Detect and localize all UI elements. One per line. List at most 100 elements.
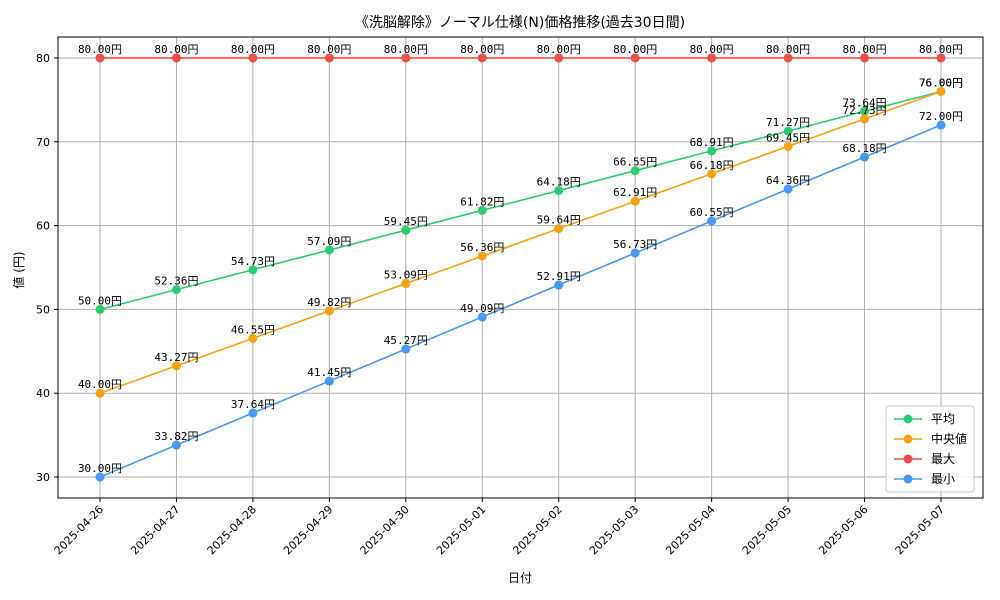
data-label: 53.09円 [384,269,428,282]
x-tick-label: 2025-05-07 [893,503,947,557]
series-平均: 50.00円 52.36円 54.73円 57.09円 59.45円 61.82円 64.1… [78,76,963,314]
data-point [936,86,946,96]
x-tick-label: 2025-05-06 [816,503,870,557]
data-label: 49.82円 [307,296,351,309]
series-line [99,90,942,311]
data-label: 66.18円 [690,159,734,172]
data-point [401,279,411,289]
data-point [860,152,870,162]
data-point [783,141,793,151]
data-point [860,53,870,63]
data-label: 56.73円 [613,238,657,251]
data-point [630,53,640,63]
data-point [248,265,258,275]
legend-label: 平均 [931,412,955,426]
data-point [630,166,640,176]
series-line [99,90,942,394]
data-label: 69.45円 [766,131,810,144]
data-label: 50.00円 [78,294,122,307]
data-label: 61.82円 [460,195,504,208]
data-label: 68.91円 [690,136,734,149]
data-point [401,225,411,235]
data-label: 40.00円 [78,378,122,391]
data-label: 57.09円 [307,235,351,248]
data-point [401,344,411,354]
data-point [783,126,793,136]
legend-marker [903,454,913,464]
data-point [554,53,564,63]
data-label: 80.00円 [154,43,198,56]
y-tick-label: 70 [36,136,50,149]
data-point [477,53,487,63]
data-label: 64.36円 [766,174,810,187]
data-point [707,146,717,156]
data-label: 80.00円 [842,43,886,56]
data-point [783,53,793,63]
data-point [95,472,105,482]
data-label: 68.18円 [842,142,886,155]
series-中央値: 40.00円 43.27円 46.55円 49.82円 53.09円 56.36円 59.6… [78,76,963,398]
legend-marker [903,474,913,484]
x-tick-label: 2025-05-02 [510,503,564,557]
legend-label: 最小 [931,472,955,486]
data-label: 80.00円 [919,43,963,56]
data-label: 30.00円 [78,462,122,475]
y-tick-label: 60 [36,220,50,233]
data-point [324,376,334,386]
data-point [936,120,946,130]
data-point [554,224,564,234]
data-label: 71.27円 [766,116,810,129]
legend-marker [903,434,913,444]
x-tick-label: 2025-04-30 [358,503,412,557]
data-point [554,186,564,196]
data-point [95,304,105,314]
data-label: 49.09円 [460,302,504,315]
data-point [171,53,181,63]
chart-title: 《洗脳解除》ノーマル仕様(N)価格推移(過去30日間) [355,15,685,31]
series-最大: 80.00円 80.00円 80.00円 80.00円 80.00円 80.00円 80.0… [78,43,963,63]
y-tick-label: 40 [36,387,50,400]
data-point [401,53,411,63]
data-label: 59.45円 [384,215,428,228]
data-point [783,184,793,194]
data-label: 72.73円 [842,104,886,117]
data-label: 59.64円 [537,214,581,227]
data-label: 54.73円 [231,255,275,268]
x-tick-label: 2025-05-03 [587,503,641,557]
y-axis-ticks: 30 40 50 60 70 80 [36,52,58,484]
data-label: 45.27円 [384,334,428,347]
data-label: 80.00円 [766,43,810,56]
x-tick-label: 2025-05-01 [434,503,488,557]
data-point [171,440,181,450]
data-label: 62.91円 [613,186,657,199]
data-label: 80.00円 [384,43,428,56]
x-tick-label: 2025-04-27 [128,503,182,557]
x-tick-label: 2025-05-05 [740,503,794,557]
data-point [630,196,640,206]
y-tick-label: 80 [36,52,50,65]
data-label: 52.36円 [154,275,198,288]
data-point [171,285,181,295]
data-point [860,114,870,124]
data-point [554,280,564,290]
data-label: 52.91円 [537,270,581,283]
legend-label: 中央値 [931,431,967,446]
data-label: 80.00円 [537,43,581,56]
legend-label: 最大 [931,452,955,466]
data-point [707,169,717,179]
data-label: 43.27円 [154,351,198,364]
y-tick-label: 30 [36,471,50,484]
data-point [95,388,105,398]
data-point [477,205,487,215]
x-tick-label: 2025-04-26 [52,503,106,557]
data-point [324,245,334,255]
data-label: 33.82円 [154,430,198,443]
series-layer: 50.00円 52.36円 54.73円 57.09円 59.45円 61.82円 64.1… [78,43,963,482]
y-axis-label: 値 (円) [11,251,26,288]
data-point [248,333,258,343]
data-point [248,53,258,63]
y-tick-label: 50 [36,303,50,316]
data-point [477,251,487,261]
data-point [707,53,717,63]
